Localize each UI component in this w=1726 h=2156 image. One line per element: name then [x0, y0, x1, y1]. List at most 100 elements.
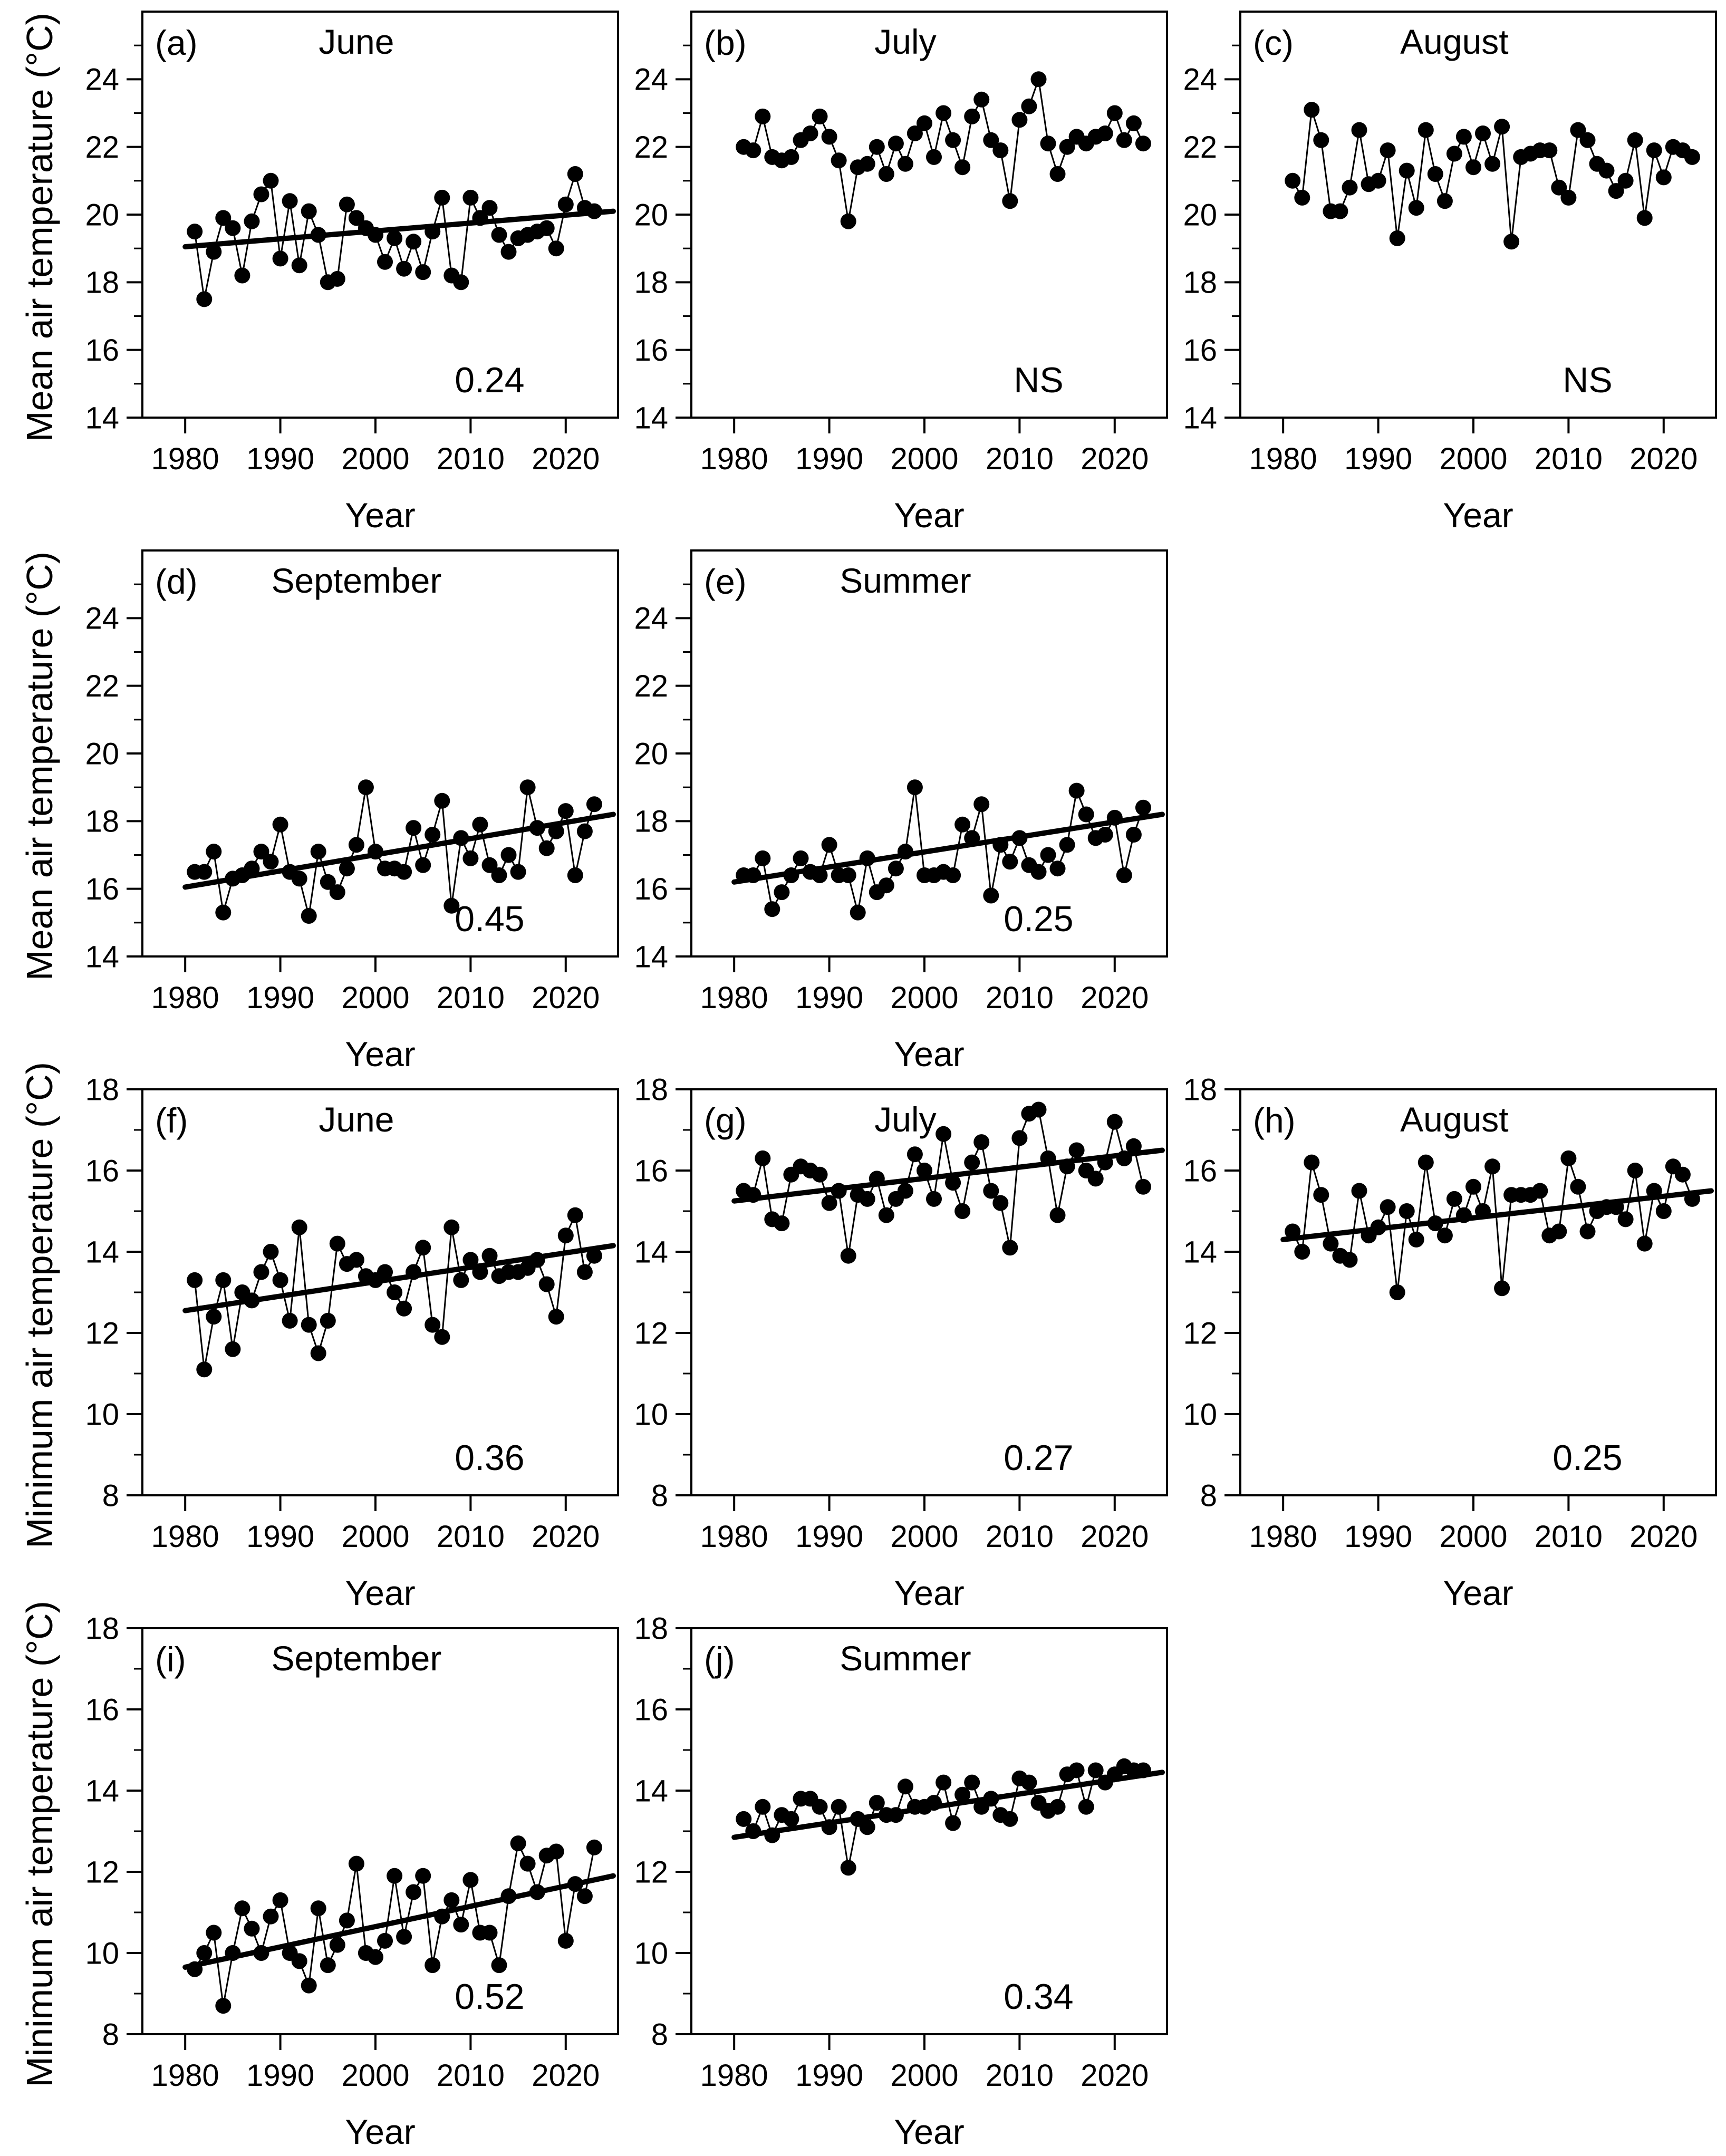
data-point — [263, 854, 279, 870]
data-point — [1049, 1799, 1066, 1815]
y-tick-label: 18 — [85, 266, 119, 300]
data-point — [1684, 149, 1700, 165]
data-point — [755, 850, 771, 866]
x-axis-label: Year — [1443, 496, 1513, 535]
data-point — [348, 210, 364, 226]
data-point — [888, 861, 904, 877]
data-point — [481, 200, 498, 216]
data-point — [821, 837, 837, 853]
data-point — [831, 1799, 847, 1815]
data-point — [1503, 234, 1520, 250]
x-tick-label: 1980 — [700, 1520, 768, 1554]
data-point — [954, 1203, 971, 1219]
data-point — [387, 1284, 403, 1300]
data-point — [491, 867, 507, 883]
data-point — [973, 91, 990, 108]
data-point — [500, 1888, 517, 1904]
x-tick-label: 1990 — [1344, 442, 1412, 476]
x-tick-label: 2010 — [437, 2058, 505, 2093]
data-point — [1332, 203, 1348, 219]
x-tick-label: 2000 — [1439, 1520, 1507, 1554]
data-point — [888, 1807, 904, 1823]
y-tick-label: 24 — [85, 63, 119, 97]
data-point — [764, 901, 780, 917]
data-point — [377, 1264, 393, 1280]
chart-i-svg: 8 10 12 14 16 18 1980 1990 2000 2010 2020 (i) Septem… — [85, 1617, 619, 2151]
x-tick-label: 1990 — [1344, 1520, 1412, 1554]
data-point — [1475, 125, 1491, 141]
x-tick-label: 2000 — [341, 442, 409, 476]
data-point — [983, 1183, 999, 1199]
x-tick-label: 1990 — [795, 2058, 863, 2093]
panel-a: 14 16 18 20 22 24 1980 1990 2000 2010 2020 (a) June 0… — [79, 0, 628, 539]
data-point — [1532, 1183, 1548, 1199]
data-point — [329, 1235, 345, 1252]
x-tick-label: 2000 — [890, 442, 958, 476]
x-tick-label: 1990 — [795, 1520, 863, 1554]
slope-annotation: 0.24 — [455, 360, 524, 400]
data-point — [215, 1272, 232, 1288]
data-point — [491, 1957, 507, 1974]
data-point — [1002, 854, 1018, 870]
x-tick-label: 2020 — [532, 442, 600, 476]
data-point — [396, 1929, 412, 1945]
y-tick-label: 14 — [1183, 1235, 1217, 1269]
data-point — [1068, 1142, 1085, 1158]
data-point — [1011, 112, 1028, 128]
data-point — [567, 867, 583, 883]
data-point — [1040, 847, 1056, 863]
data-point — [812, 1166, 828, 1183]
panel-title: August — [1400, 1100, 1508, 1139]
data-point — [1636, 210, 1653, 226]
panel-f: 8 10 12 14 16 18 1980 1990 2000 2010 2020 (f) June 0.… — [79, 1078, 628, 1617]
x-tick-label: 2010 — [986, 981, 1054, 1015]
y-tick-label: 16 — [634, 872, 668, 906]
data-point — [936, 105, 952, 121]
x-tick-label: 2000 — [890, 1520, 958, 1554]
data-point — [878, 166, 894, 182]
y-tick-label: 16 — [85, 1693, 119, 1727]
x-tick-label: 2010 — [986, 2058, 1054, 2093]
y-axis-label-text: Minimum air temperature (°C) — [19, 1600, 60, 2087]
y-tick-label: 16 — [85, 872, 119, 906]
data-point — [1608, 1199, 1624, 1215]
data-point — [491, 227, 507, 243]
y-tick-label: 10 — [1183, 1397, 1217, 1432]
data-point — [1106, 809, 1123, 826]
data-point — [1068, 782, 1085, 799]
data-point — [234, 1900, 250, 1917]
x-tick-label: 2000 — [890, 2058, 958, 2093]
data-point — [1116, 1150, 1132, 1166]
y-tick-label: 20 — [85, 737, 119, 771]
data-point — [462, 1252, 479, 1268]
chart-g-svg: 8 10 12 14 16 18 1980 1990 2000 2010 2020 (g) July 0.… — [634, 1078, 1168, 1612]
data-point — [377, 1932, 393, 1949]
data-point — [1494, 119, 1510, 135]
y-tick-label: 8 — [651, 1478, 668, 1513]
x-tick-label: 2010 — [986, 1520, 1054, 1554]
data-point — [992, 837, 1009, 853]
data-point — [538, 220, 555, 236]
data-point — [783, 149, 799, 165]
x-tick-label: 2010 — [437, 442, 505, 476]
data-point — [320, 874, 336, 890]
row-2-y-axis-label: Mean air temperature (°C) — [0, 539, 79, 1078]
data-point — [206, 244, 222, 260]
data-point — [339, 1912, 355, 1929]
data-point — [1040, 1150, 1056, 1166]
data-point — [1135, 1178, 1151, 1195]
data-point — [1097, 1154, 1113, 1171]
data-point — [812, 108, 828, 124]
x-tick-label: 2020 — [532, 1520, 600, 1554]
data-point — [310, 1345, 326, 1361]
data-point — [348, 1855, 364, 1872]
plot-frame — [690, 1088, 1168, 1496]
chart-e-svg: 14 16 18 20 22 24 1980 1990 2000 2010 2020 (e) Summe… — [634, 549, 1168, 1074]
data-point — [1323, 1235, 1339, 1252]
panel-c: 14 16 18 20 22 24 1980 1990 2000 2010 2020 (c) Augus… — [1177, 0, 1726, 539]
x-tick-label: 1990 — [246, 981, 314, 1015]
data-point — [548, 823, 564, 839]
x-tick-label: 2020 — [1081, 1520, 1149, 1554]
data-point — [215, 904, 232, 921]
x-tick-label: 1990 — [246, 442, 314, 476]
